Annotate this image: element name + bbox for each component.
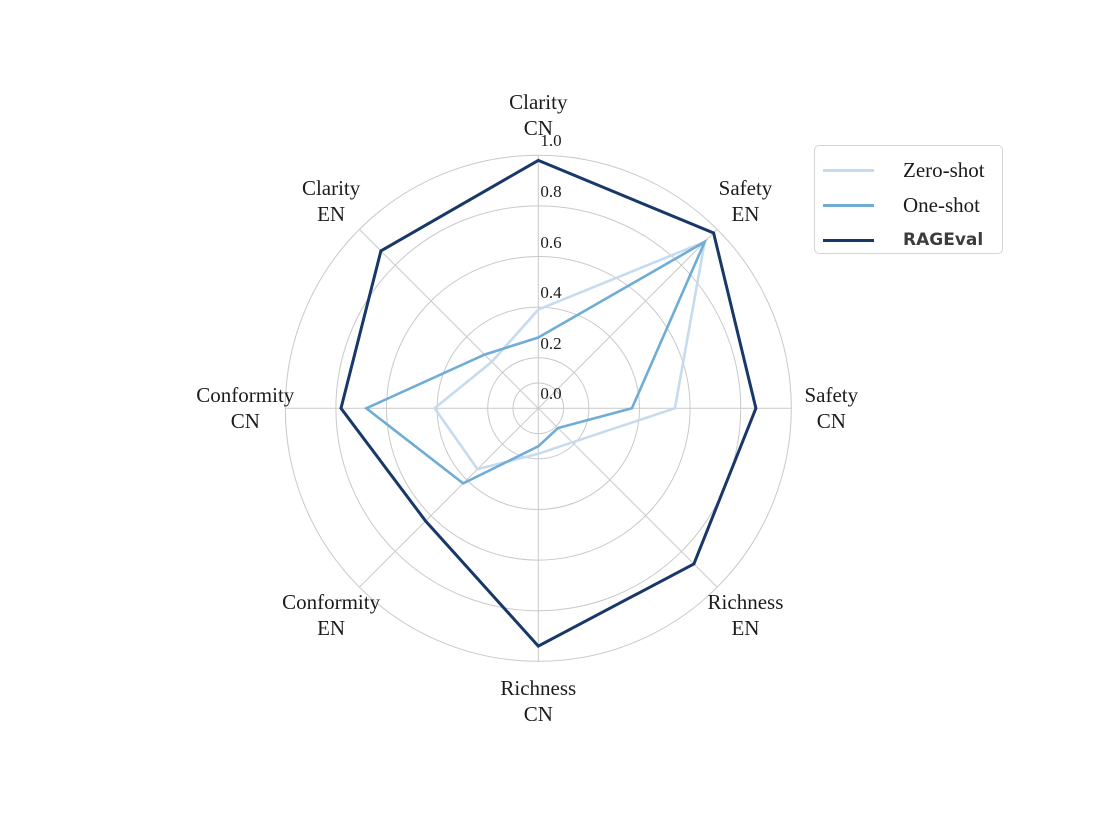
axis-spoke bbox=[359, 229, 539, 409]
rageval-line-swatch bbox=[823, 239, 874, 242]
axis-spoke bbox=[359, 407, 539, 588]
radial-tick-0.8: 0.8 bbox=[540, 181, 562, 201]
axis-label-richness-cn: Richness CN bbox=[500, 676, 577, 727]
legend-box: Zero-shot One-shot RAGEval bbox=[814, 145, 1003, 254]
legend-row-rageval: RAGEval bbox=[815, 223, 1002, 258]
axis-label-clarity-en: Clarity EN bbox=[301, 176, 361, 227]
legend-label-one-shot: One-shot bbox=[903, 193, 980, 217]
axis-label-conformity-en: Conformity EN bbox=[282, 590, 381, 641]
radial-tick-1.0: 1.0 bbox=[540, 131, 562, 151]
legend-row-one-shot: One-shot bbox=[815, 188, 1002, 223]
axis-label-richness-en: Richness EN bbox=[707, 590, 784, 641]
axis-spoke bbox=[537, 407, 718, 588]
one-shot-line-swatch bbox=[823, 204, 874, 207]
series-polygon-rageval bbox=[339, 158, 758, 648]
legend-label-zero-shot: Zero-shot bbox=[903, 158, 985, 182]
radial-tick-0.6: 0.6 bbox=[540, 232, 562, 252]
series-polygon-zero-shot bbox=[432, 239, 707, 471]
legend-label-rageval: RAGEval bbox=[903, 230, 984, 250]
axis-label-clarity-cn: Clarity CN bbox=[509, 90, 568, 141]
radial-tick-0.0: 0.0 bbox=[540, 384, 562, 404]
legend-row-zero-shot: Zero-shot bbox=[815, 153, 1002, 188]
radial-tick-0.2: 0.2 bbox=[540, 333, 562, 353]
radial-tick-0.4: 0.4 bbox=[540, 283, 562, 303]
axis-label-safety-cn: Safety CN bbox=[804, 383, 859, 434]
series-polygon-one-shot bbox=[363, 238, 708, 485]
zero-shot-line-swatch bbox=[823, 169, 874, 172]
axis-label-conformity-cn: Conformity CN bbox=[196, 383, 295, 434]
axis-label-safety-en: Safety EN bbox=[718, 176, 773, 227]
axis-spoke bbox=[537, 229, 718, 409]
